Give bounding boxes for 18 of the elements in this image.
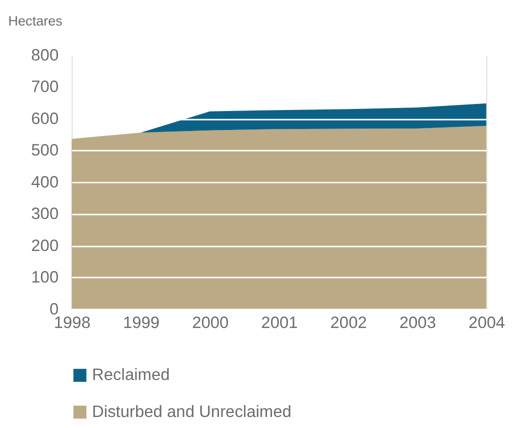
legend-label: Disturbed and Unreclaimed bbox=[92, 402, 292, 421]
y-tick-label: 800 bbox=[31, 46, 59, 65]
x-tick-label: 2002 bbox=[330, 314, 367, 332]
y-tick-label: 200 bbox=[31, 236, 59, 255]
x-tick-label: 2003 bbox=[399, 314, 436, 332]
x-tick-label: 2004 bbox=[468, 314, 506, 332]
y-tick-label: 600 bbox=[31, 110, 59, 128]
y-tick-label: 500 bbox=[31, 142, 59, 160]
y-axis-title: Hectares bbox=[8, 14, 63, 29]
y-tick-label: 400 bbox=[31, 173, 59, 192]
legend-label: Reclaimed bbox=[92, 366, 170, 384]
x-tick-label: 2000 bbox=[192, 314, 229, 332]
x-tick-label: 2001 bbox=[261, 314, 298, 332]
y-tick-label: 300 bbox=[31, 205, 59, 224]
x-tick-label: 1998 bbox=[54, 314, 90, 332]
x-tick-label: 1999 bbox=[122, 314, 160, 332]
y-tick-label: 100 bbox=[31, 268, 59, 287]
y-tick-label: 700 bbox=[31, 78, 59, 96]
